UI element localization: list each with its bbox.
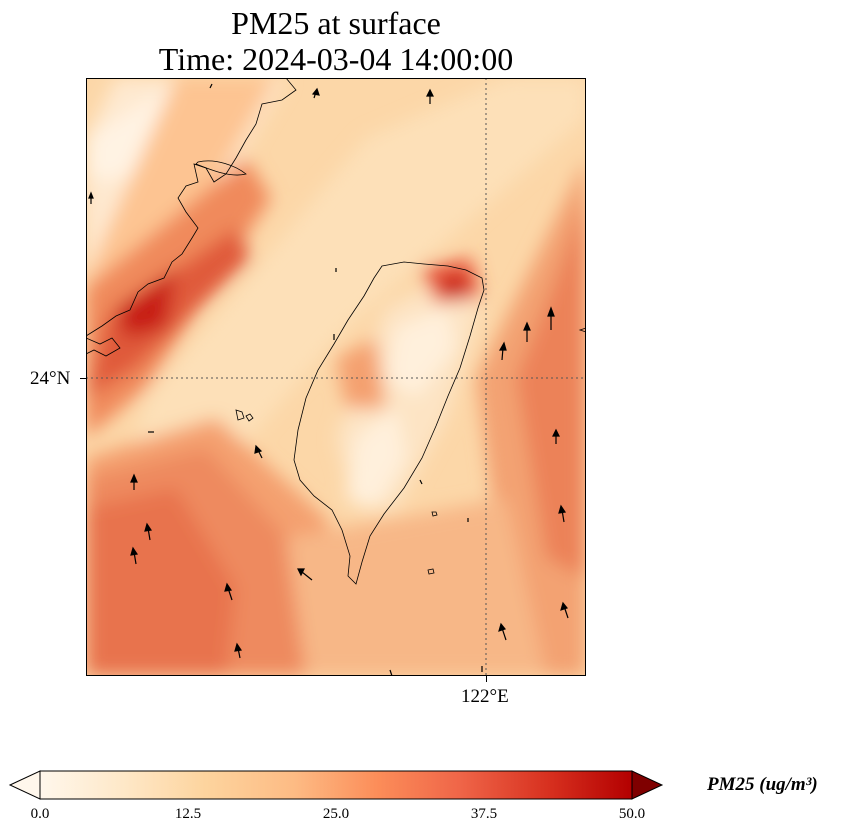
colorbar-tick-label: 25.0 xyxy=(322,806,350,822)
map-title-line-1: PM25 at surface xyxy=(231,5,441,41)
pm25-field xyxy=(86,78,586,676)
lat-tick-label: 24°N xyxy=(30,368,71,389)
colorbar-min-extend xyxy=(8,770,41,800)
colorbar xyxy=(8,770,664,800)
lon-tick-label: 122°E xyxy=(461,686,509,707)
lon-tick xyxy=(486,676,487,682)
colorbar-tick-label: 0.0 xyxy=(30,806,50,822)
colorbar-label: PM25 (ug/m³) xyxy=(707,774,818,795)
colorbar-tick-label: 12.5 xyxy=(174,806,202,822)
lat-tick xyxy=(80,378,86,379)
colorbar-max-extend xyxy=(631,770,664,800)
map-title-line-2: Time: 2024-03-04 14:00:00 xyxy=(158,41,514,77)
map-frame xyxy=(86,78,586,676)
pm25-map xyxy=(86,78,586,676)
colorbar-tick-label: 37.5 xyxy=(470,806,498,822)
colorbar-tick-label: 50.0 xyxy=(618,806,646,822)
colorbar-gradient xyxy=(39,770,633,800)
